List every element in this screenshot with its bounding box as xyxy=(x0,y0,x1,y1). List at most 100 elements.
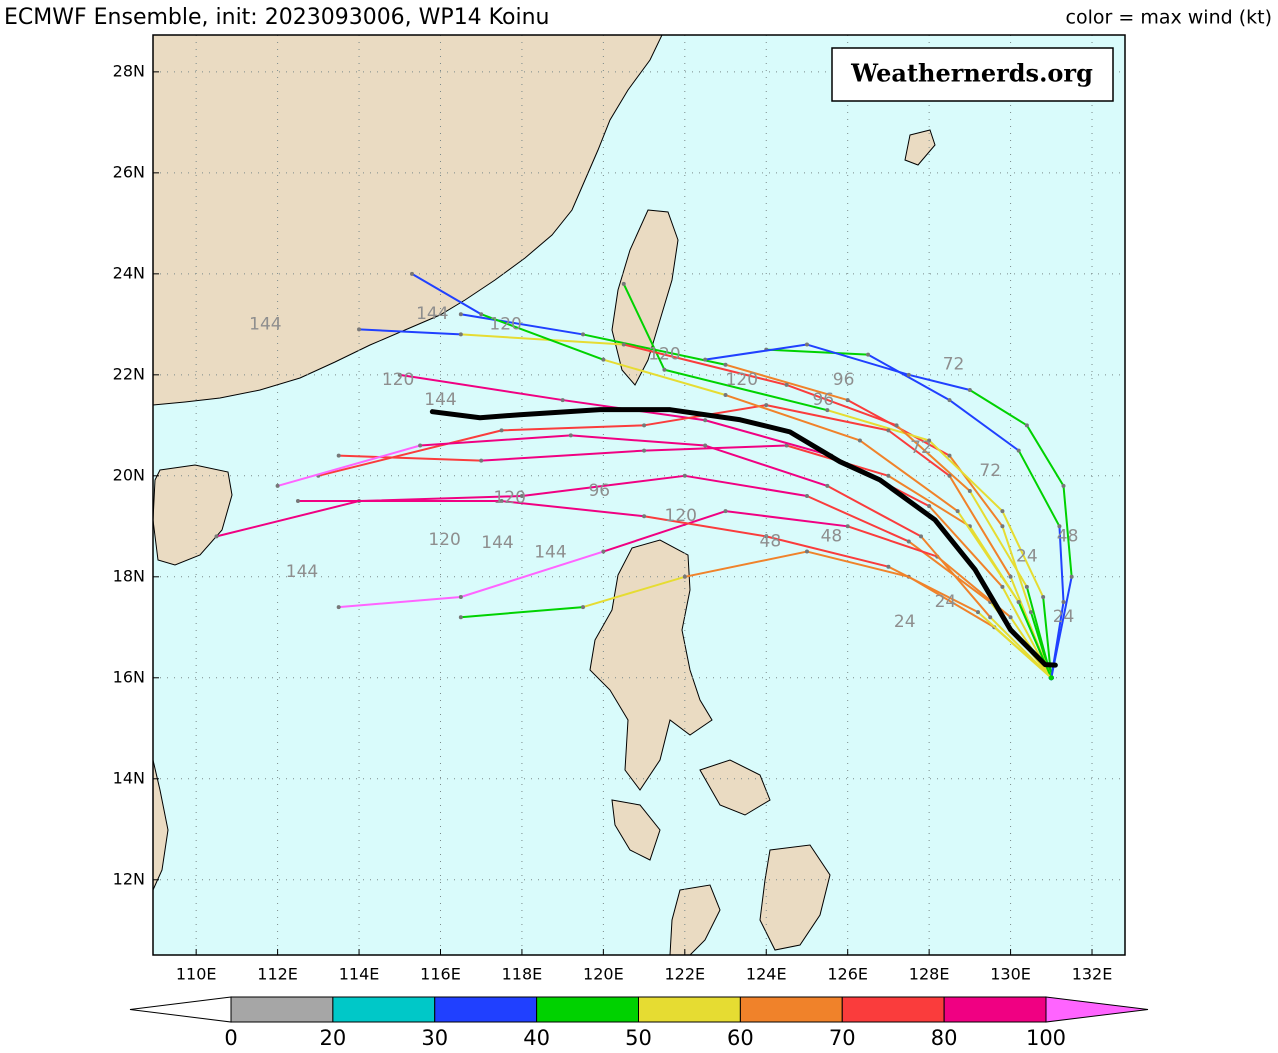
track-point xyxy=(947,398,952,403)
track-segment xyxy=(826,409,931,442)
track-segment xyxy=(337,595,462,609)
forecast-hour-label: 120 xyxy=(648,345,680,365)
forecast-hour-label: 144 xyxy=(534,543,566,563)
subtitle: color = max wind (kt) xyxy=(1066,7,1272,29)
track-point xyxy=(1061,600,1066,605)
track-point xyxy=(1000,509,1005,514)
track-point xyxy=(682,473,687,478)
forecast-hour-label: 24 xyxy=(894,612,916,632)
colorbar-bin xyxy=(536,996,639,1023)
track-point xyxy=(784,443,789,448)
track-segment xyxy=(846,525,939,558)
track-point xyxy=(662,367,667,372)
track-segment xyxy=(480,313,605,361)
track-segment xyxy=(398,373,564,402)
track-point xyxy=(1028,610,1033,615)
colorbar-bin xyxy=(332,996,436,1023)
track-point xyxy=(894,423,899,428)
track-segment xyxy=(858,439,959,513)
track-segment xyxy=(480,449,646,462)
forecast-hour-label: 144 xyxy=(249,314,281,334)
track-segment xyxy=(337,454,483,462)
track-point xyxy=(214,534,219,539)
track-point xyxy=(886,428,891,433)
track-segment xyxy=(358,328,462,336)
track-segment xyxy=(968,489,1028,588)
track-segment xyxy=(459,333,625,346)
track-point xyxy=(458,332,463,337)
forecast-hour-label: 144 xyxy=(286,562,318,582)
track-segment xyxy=(215,500,361,538)
forecast-hour-label: 72 xyxy=(979,461,1001,481)
forecast-hour-label: 120 xyxy=(726,370,758,390)
track-point xyxy=(568,433,573,438)
track-segment xyxy=(663,368,829,412)
track-point xyxy=(581,332,586,337)
track-point xyxy=(1016,600,1021,605)
track-point xyxy=(886,564,891,569)
track-point xyxy=(825,483,830,488)
track-segment xyxy=(1062,484,1073,578)
forecast-hour-label: 24 xyxy=(935,592,957,612)
forecast-hour-label: 144 xyxy=(416,304,448,324)
track-point xyxy=(1008,615,1013,620)
track-segment xyxy=(1025,424,1065,487)
colorbar-bin xyxy=(434,996,538,1023)
track-segment xyxy=(602,358,727,397)
track-point xyxy=(1000,524,1005,529)
track-point xyxy=(886,473,891,478)
x-tick-label: 120E xyxy=(583,965,624,984)
track-point xyxy=(601,357,606,362)
colorbar-bin xyxy=(638,996,741,1023)
track-point xyxy=(458,615,463,620)
track-point xyxy=(918,534,923,539)
forecast-hour-label: 96 xyxy=(588,481,610,501)
forecast-hour-label: 120 xyxy=(665,506,697,526)
track-point xyxy=(703,418,708,423)
track-point xyxy=(642,448,647,453)
track-point xyxy=(723,362,728,367)
colorbar-bin xyxy=(943,996,1047,1023)
track-point xyxy=(479,458,484,463)
track-point xyxy=(988,615,993,620)
track-segment xyxy=(805,495,910,543)
track-segment xyxy=(887,565,979,614)
track-point xyxy=(967,387,972,392)
track-point xyxy=(560,398,565,403)
track-segment xyxy=(805,550,910,578)
track-segment xyxy=(1017,449,1061,528)
track-point xyxy=(1048,675,1054,681)
track-point xyxy=(397,372,402,377)
track-point xyxy=(723,393,728,398)
track-point xyxy=(1016,448,1021,453)
track-point xyxy=(418,443,423,448)
track-segment xyxy=(500,500,646,518)
track-point xyxy=(519,494,524,499)
track-point xyxy=(357,327,362,332)
colorbar-label: 60 xyxy=(727,1026,754,1050)
track-segment xyxy=(459,606,585,619)
x-tick-label: 110E xyxy=(176,965,217,984)
y-tick-label: 22N xyxy=(113,364,145,383)
watermark-box xyxy=(831,47,1114,102)
track-segment xyxy=(826,484,922,538)
track-segment xyxy=(622,282,666,371)
track-point xyxy=(499,499,504,504)
track-segment xyxy=(948,399,1020,452)
track-segment xyxy=(683,550,808,578)
track-segment xyxy=(643,515,768,538)
land xyxy=(153,35,936,955)
track-point xyxy=(1024,584,1029,589)
colorbar-label: 50 xyxy=(625,1026,652,1050)
track-segment xyxy=(928,505,1004,588)
track-segment xyxy=(1058,525,1065,604)
colorbar-over xyxy=(1045,996,1149,1023)
forecast-hour-label: 48 xyxy=(760,531,782,551)
track-segment xyxy=(622,343,788,386)
forecast-hour-label: 72 xyxy=(943,355,965,375)
track-point xyxy=(723,509,728,514)
track-point xyxy=(947,473,952,478)
track-point xyxy=(825,408,830,413)
track-point xyxy=(1061,483,1066,488)
track-segment xyxy=(867,353,951,402)
